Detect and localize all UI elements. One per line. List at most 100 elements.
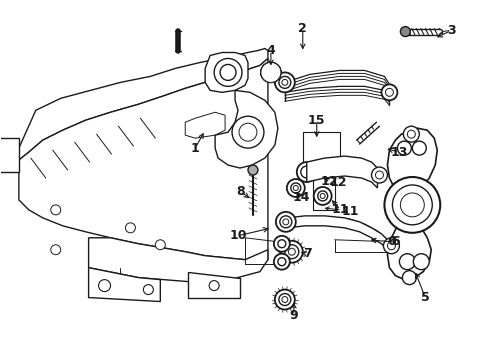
Circle shape: [261, 62, 280, 82]
Circle shape: [397, 141, 410, 155]
Circle shape: [274, 289, 294, 310]
Text: 14: 14: [292, 192, 310, 204]
Circle shape: [320, 193, 325, 198]
Circle shape: [99, 280, 110, 292]
Circle shape: [261, 62, 280, 82]
Circle shape: [261, 62, 280, 82]
Text: 11: 11: [331, 203, 348, 216]
Polygon shape: [88, 238, 267, 282]
Circle shape: [285, 245, 298, 259]
Circle shape: [273, 254, 289, 270]
Circle shape: [261, 62, 280, 82]
Polygon shape: [306, 156, 377, 188]
Circle shape: [277, 240, 285, 248]
Polygon shape: [287, 216, 388, 252]
Polygon shape: [188, 272, 240, 298]
Circle shape: [290, 183, 300, 193]
Polygon shape: [19, 58, 267, 262]
Text: 12: 12: [320, 175, 338, 189]
Circle shape: [261, 62, 280, 82]
Text: 15: 15: [307, 114, 325, 127]
Circle shape: [261, 62, 280, 82]
Polygon shape: [19, 49, 267, 160]
Circle shape: [261, 62, 280, 82]
Circle shape: [261, 62, 280, 82]
Circle shape: [143, 285, 153, 294]
Circle shape: [313, 187, 331, 205]
Text: 13: 13: [390, 145, 407, 159]
Circle shape: [267, 69, 273, 75]
Text: 8: 8: [236, 185, 245, 198]
Circle shape: [402, 271, 415, 285]
Circle shape: [375, 171, 383, 179]
Circle shape: [214, 58, 242, 86]
Circle shape: [288, 248, 295, 255]
Text: 9: 9: [289, 309, 298, 322]
Circle shape: [317, 191, 327, 201]
Circle shape: [400, 27, 409, 37]
Circle shape: [155, 240, 165, 250]
Circle shape: [275, 212, 295, 232]
Circle shape: [300, 166, 312, 178]
Circle shape: [220, 64, 236, 80]
Circle shape: [232, 116, 264, 148]
Circle shape: [51, 205, 61, 215]
Circle shape: [125, 223, 135, 233]
Circle shape: [264, 67, 276, 78]
Circle shape: [261, 62, 280, 82]
Circle shape: [261, 62, 280, 82]
Circle shape: [381, 84, 397, 100]
Circle shape: [247, 165, 258, 175]
Circle shape: [383, 238, 399, 254]
Text: 5: 5: [420, 291, 429, 304]
Circle shape: [209, 280, 219, 291]
Circle shape: [286, 179, 304, 197]
Circle shape: [281, 297, 287, 302]
Circle shape: [281, 80, 287, 85]
Circle shape: [261, 62, 280, 82]
Text: 1: 1: [190, 141, 199, 155]
Circle shape: [261, 62, 280, 82]
Circle shape: [392, 185, 431, 225]
Circle shape: [261, 62, 280, 82]
Circle shape: [278, 76, 290, 88]
Text: 3: 3: [446, 24, 455, 37]
Polygon shape: [0, 138, 19, 172]
Polygon shape: [215, 90, 277, 168]
Circle shape: [371, 167, 386, 183]
Text: 4: 4: [266, 44, 275, 57]
Circle shape: [412, 254, 428, 270]
Text: 6: 6: [386, 235, 395, 248]
Circle shape: [274, 72, 294, 92]
Text: 7: 7: [303, 247, 311, 260]
Circle shape: [277, 258, 285, 266]
Circle shape: [386, 242, 395, 250]
Circle shape: [273, 236, 289, 252]
Circle shape: [293, 185, 298, 190]
Polygon shape: [205, 53, 247, 92]
Text: 12: 12: [329, 176, 346, 189]
Text: 11: 11: [341, 205, 358, 219]
Circle shape: [280, 241, 302, 263]
Circle shape: [261, 62, 280, 82]
Circle shape: [261, 62, 280, 82]
Text: 2: 2: [298, 22, 306, 35]
Circle shape: [407, 130, 414, 138]
Circle shape: [403, 126, 419, 142]
Circle shape: [282, 219, 288, 225]
Circle shape: [261, 62, 280, 82]
Circle shape: [278, 293, 290, 306]
Circle shape: [384, 177, 439, 233]
Circle shape: [385, 88, 393, 96]
Polygon shape: [185, 112, 224, 138]
Circle shape: [51, 245, 61, 255]
Circle shape: [296, 162, 316, 182]
Text: 6: 6: [390, 235, 399, 248]
Circle shape: [239, 123, 256, 141]
Text: 10: 10: [229, 229, 246, 242]
Circle shape: [279, 216, 291, 228]
Circle shape: [261, 62, 280, 82]
Circle shape: [400, 193, 424, 217]
Circle shape: [399, 254, 414, 270]
Circle shape: [411, 141, 426, 155]
